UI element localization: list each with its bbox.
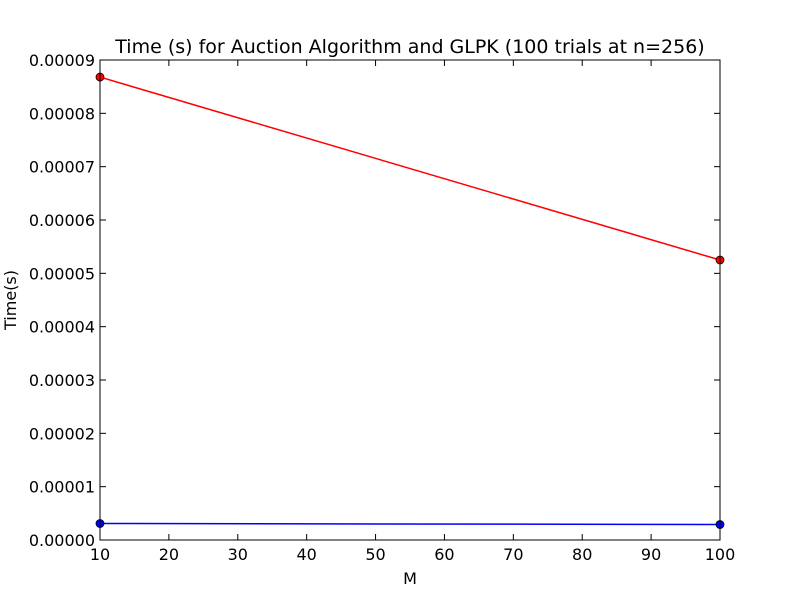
x-tick-label: 50 [365, 545, 385, 564]
x-tick-label: 90 [641, 545, 661, 564]
x-tick-label: 70 [503, 545, 523, 564]
x-tick-label: 30 [228, 545, 248, 564]
series-line-0 [99, 76, 721, 261]
x-tick-label: 80 [572, 545, 592, 564]
x-axis: 10 20 30 40 50 60 70 80 90 100 [90, 60, 735, 564]
y-tick-label: 0.00004 [29, 318, 95, 337]
y-tick-label: 0.00006 [29, 211, 95, 230]
x-tick-label: 20 [159, 545, 179, 564]
x-axis-label: M [403, 569, 417, 588]
y-axis-label: Time(s) [1, 270, 20, 331]
y-tick-label: 0.00009 [29, 51, 95, 70]
x-tick-label: 10 [90, 545, 110, 564]
y-tick-label: 0.00001 [29, 478, 95, 497]
series-layer [95, 72, 725, 529]
y-tick-label: 0.00005 [29, 264, 95, 283]
y-tick-label: 0.00007 [29, 158, 95, 177]
x-tick-label: 100 [705, 545, 736, 564]
chart-title: Time (s) for Auction Algorithm and GLPK … [114, 36, 704, 58]
y-axis: 0.00000 0.00001 0.00002 0.00003 0.00004 0.000… [29, 51, 720, 550]
y-tick-label: 0.00000 [29, 531, 95, 550]
y-tick-label: 0.00008 [29, 104, 95, 123]
x-tick-label: 40 [296, 545, 316, 564]
y-tick-label: 0.00002 [29, 424, 95, 443]
x-tick-label: 60 [434, 545, 454, 564]
y-tick-label: 0.00003 [29, 371, 95, 390]
series-line-1 [99, 522, 721, 526]
plot-frame [99, 59, 721, 541]
